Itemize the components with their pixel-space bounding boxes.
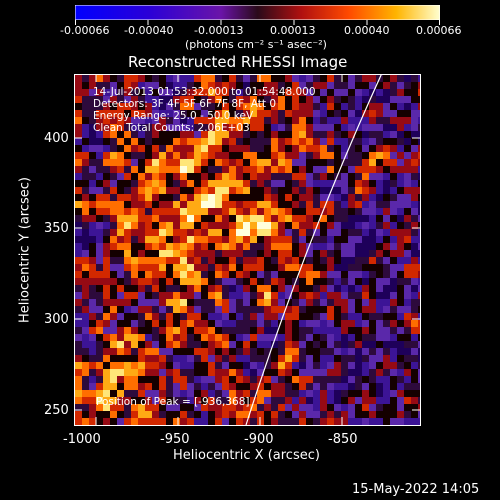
colorbar-tick-label: 0.00013 (270, 24, 316, 37)
x-tick-label: -900 (244, 432, 274, 447)
rhessi-image (75, 75, 420, 425)
x-tick-label: -850 (328, 432, 358, 447)
y-ticks (74, 137, 420, 411)
colorbar-tick-label: -0.00013 (194, 24, 244, 37)
x-axis-label: Heliocentric X (arcsec) (173, 448, 320, 463)
image-title: Reconstructed RHESSI Image (128, 53, 348, 71)
colorbar-tick-label: -0.00066 (60, 24, 110, 37)
x-ticks (95, 74, 343, 425)
colorbar-tick-label: 0.00040 (344, 24, 390, 37)
energy-range: Energy Range: 25.0 - 50.0 keV (93, 110, 254, 122)
detectors-info: Detectors: 3F 4F 5F 6F 7F 8F, Att 0 (93, 98, 277, 110)
x-tick-label: -1000 (63, 432, 101, 447)
colorbar (74, 4, 441, 21)
y-tick-label: 350 (44, 221, 69, 236)
colorbar-ticks (75, 20, 440, 25)
peak-position: Position of Peak = [-936,368] (96, 396, 250, 408)
solar-limb-line (245, 74, 383, 426)
clean-counts: Clean Total Counts: 2.06E+03 (93, 122, 250, 134)
colorbar-tick-label: -0.00040 (124, 24, 174, 37)
colorbar-gradient (74, 4, 441, 21)
x-tick-label: -950 (160, 432, 190, 447)
observation-time: 14-Jul-2013 01:53:32.000 to 01:54:48.000 (93, 86, 316, 98)
footer-date: 15-May-2022 14:05 (352, 482, 480, 497)
axes-frame (74, 74, 421, 426)
y-tick-label: 300 (44, 312, 69, 327)
y-tick-label: 250 (44, 403, 69, 418)
solar-image-panel (75, 75, 420, 425)
colorbar-tick-label: 0.00066 (416, 24, 462, 37)
colorbar-units: (photons cm⁻² s⁻¹ asec⁻²) (185, 38, 327, 51)
y-axis-label: Heliocentric Y (arcsec) (17, 177, 33, 323)
y-tick-label: 400 (44, 131, 69, 146)
